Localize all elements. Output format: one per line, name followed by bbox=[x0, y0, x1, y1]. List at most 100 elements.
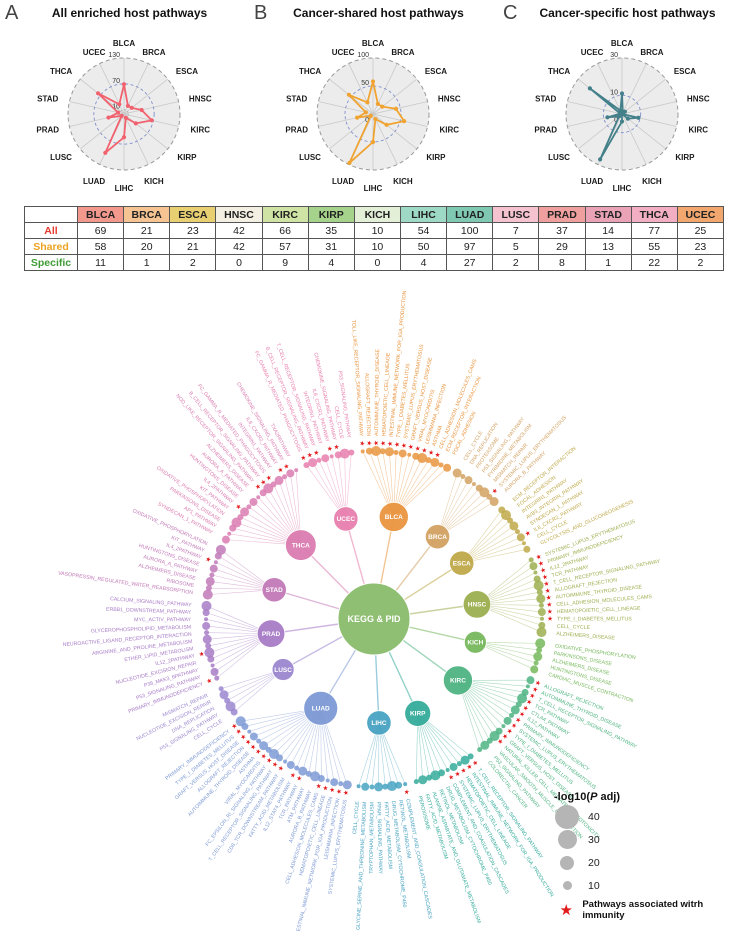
pathway-node bbox=[529, 562, 537, 570]
radar-axis-label: PRAD bbox=[534, 125, 557, 134]
radar-point bbox=[120, 114, 124, 118]
pathway-node bbox=[446, 768, 450, 772]
radar-point bbox=[373, 117, 377, 121]
radar-point bbox=[122, 82, 126, 86]
radar-point bbox=[103, 151, 107, 155]
radar-axis-label: KIRC bbox=[190, 125, 210, 134]
pathway-network-area: ★TOLL_LIKE_RECEPTOR_SIGNALING_PATHWAY★AL… bbox=[0, 271, 748, 931]
pathway-node bbox=[539, 603, 544, 608]
pathway-node bbox=[250, 732, 258, 740]
table-cell: 23 bbox=[170, 223, 216, 239]
pathway-node bbox=[522, 541, 526, 545]
table-cell: 54 bbox=[400, 223, 446, 239]
immunity-legend-label: Pathways associated witrh immunity bbox=[582, 899, 740, 921]
panel-title-specific: Cancer-specific host pathways bbox=[508, 6, 747, 20]
radar-point bbox=[364, 110, 368, 114]
pathway-node bbox=[209, 572, 214, 577]
pathway-node bbox=[385, 447, 394, 456]
radar-chart-specific: 01030BLCABRCAESCAHNSCKIRCKIRPKICHLIHCLUA… bbox=[498, 20, 747, 204]
radar-chart-shared: 050100BLCABRCAESCAHNSCKIRCKIRPKICHLIHCLU… bbox=[249, 20, 498, 204]
col-header-LUSC: LUSC bbox=[493, 207, 539, 223]
pathway-node bbox=[538, 608, 546, 616]
table-cell: 2 bbox=[493, 255, 539, 271]
pathway-node bbox=[537, 589, 543, 595]
immunity-star-icon: ★ bbox=[332, 443, 341, 451]
pathway-node bbox=[504, 717, 512, 725]
pathway-node bbox=[247, 730, 251, 734]
table-cell: 100 bbox=[447, 223, 493, 239]
pathway-node bbox=[204, 648, 214, 658]
radar-axis-label: KIRP bbox=[177, 153, 197, 162]
pathway-node bbox=[526, 684, 530, 688]
pathway-node bbox=[533, 571, 537, 575]
pathway-node bbox=[204, 617, 208, 621]
cancer-hub-label: LUSC bbox=[274, 667, 292, 674]
radar-point bbox=[620, 91, 624, 95]
table-cell: 22 bbox=[631, 255, 677, 271]
pathway-node bbox=[204, 630, 209, 635]
pathway-node bbox=[210, 565, 218, 573]
pathway-node bbox=[330, 778, 338, 786]
pathway-label: PPAR_SIGNALING_PATHWAY bbox=[375, 802, 383, 875]
radar-point bbox=[371, 140, 375, 144]
table-cell: 8 bbox=[539, 255, 585, 271]
radar-axis-label: LIHC bbox=[115, 184, 134, 193]
radar-point bbox=[106, 115, 110, 119]
pathway-node bbox=[450, 763, 458, 771]
pathway-node bbox=[308, 458, 317, 467]
cancer-hub-label: ESCA bbox=[453, 560, 471, 567]
pathway-node bbox=[343, 780, 352, 789]
pathway-node bbox=[477, 747, 482, 752]
legend-size-row: 10 bbox=[550, 874, 740, 897]
radar-axis-label: ESCA bbox=[176, 67, 198, 76]
radar-point bbox=[355, 116, 359, 120]
pathway-node bbox=[453, 469, 462, 478]
immunity-star-icon: ★ bbox=[372, 440, 380, 446]
pathway-node bbox=[340, 449, 350, 459]
radar-point bbox=[371, 79, 375, 83]
col-header-KICH: KICH bbox=[354, 207, 400, 223]
table-cell: 5 bbox=[493, 239, 539, 255]
cancer-hub-label: LIHC bbox=[371, 720, 386, 727]
col-header-UCEC: UCEC bbox=[677, 207, 723, 223]
radar-axis-label: KICH bbox=[144, 177, 164, 186]
pathway-node bbox=[517, 533, 525, 541]
col-header-BRCA: BRCA bbox=[124, 207, 170, 223]
table-cell: 23 bbox=[677, 239, 723, 255]
table-cell: 42 bbox=[216, 239, 262, 255]
immunity-legend: ★ Pathways associated witrh immunity bbox=[550, 899, 740, 921]
col-header-STAD: STAD bbox=[585, 207, 631, 223]
pathway-node bbox=[439, 462, 444, 467]
legend-size-circle bbox=[555, 805, 579, 829]
immunity-star-icon: ★ bbox=[365, 440, 373, 446]
table-cell: 4 bbox=[400, 255, 446, 271]
col-header-ESCA: ESCA bbox=[170, 207, 216, 223]
pathway-node bbox=[418, 775, 427, 784]
radar-axis-label: BLCA bbox=[611, 39, 633, 48]
radar-axis-label: KICH bbox=[393, 177, 413, 186]
radar-point bbox=[96, 91, 100, 95]
pathway-node bbox=[430, 458, 439, 467]
radar-axis-label: LIHC bbox=[364, 184, 383, 193]
radar-axis-label: UCEC bbox=[581, 48, 604, 57]
pathway-node bbox=[361, 783, 369, 791]
table-cell: 25 bbox=[677, 223, 723, 239]
cancer-hub-label: KIRC bbox=[450, 678, 466, 685]
radar-axis-label: KIRP bbox=[675, 153, 695, 162]
radar-tick-label: 100 bbox=[357, 52, 369, 59]
pathway-label: ALZHEIMERS_DISEASE bbox=[556, 631, 615, 642]
table-cell: 55 bbox=[631, 239, 677, 255]
radar-axis-label: STAD bbox=[37, 95, 58, 104]
radar-point bbox=[116, 111, 120, 115]
table-cell: 0 bbox=[216, 255, 262, 271]
immunity-star-icon: ★ bbox=[402, 788, 411, 795]
panel-title-all: All enriched host pathways bbox=[10, 6, 249, 20]
pathway-node bbox=[523, 546, 530, 553]
radar-axis-label: BLCA bbox=[362, 39, 384, 48]
pathway-node bbox=[294, 766, 299, 771]
radar-tick-label: 130 bbox=[108, 52, 120, 59]
